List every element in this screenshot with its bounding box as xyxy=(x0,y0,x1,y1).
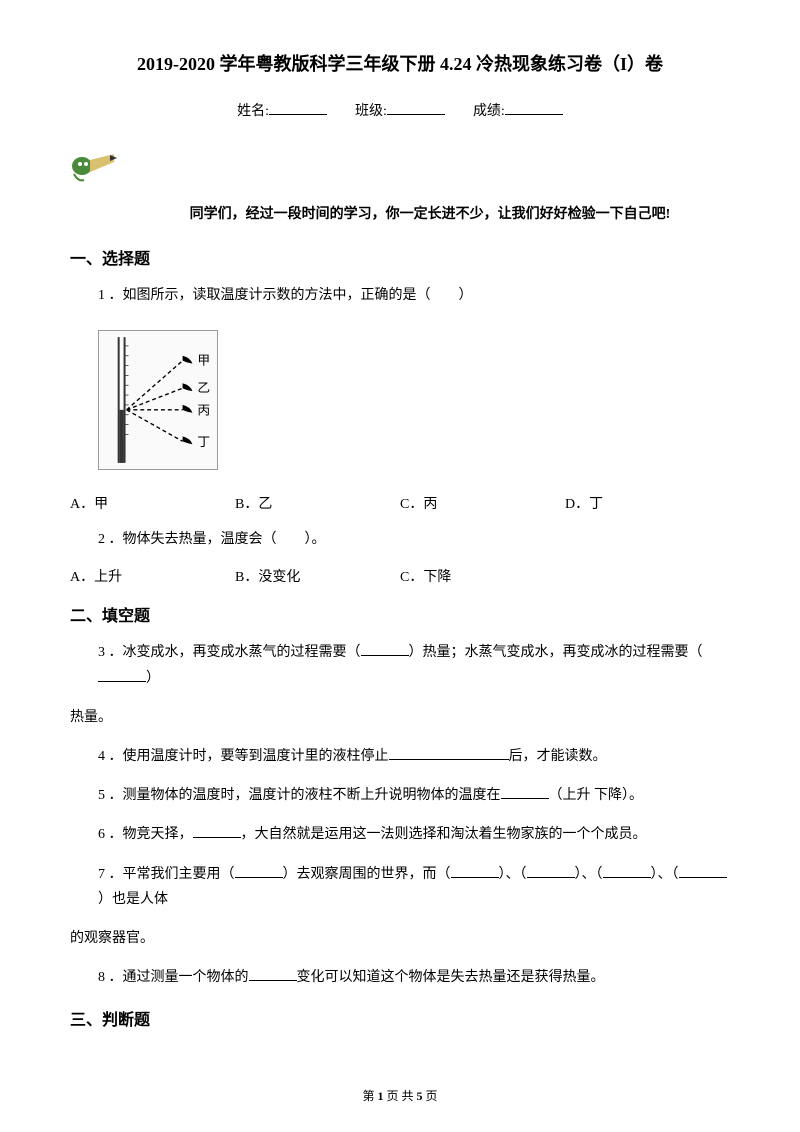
footer-mid: 页 共 xyxy=(383,1089,416,1103)
fig-label-b: 乙 xyxy=(197,381,210,395)
q1-options: A．甲 B．乙 C．丙 D．丁 xyxy=(70,493,730,513)
score-blank xyxy=(505,101,563,115)
q7-b4 xyxy=(603,864,651,878)
q7-b3 xyxy=(527,864,575,878)
q3-blank1 xyxy=(361,642,409,656)
q2-text: 2 ．物体失去热量，温度会（ ）。 xyxy=(98,527,730,552)
section-judge: 三、判断题 xyxy=(70,1006,730,1030)
q7-pre: 7 ．平常我们主要用（ xyxy=(98,867,235,882)
q7-b2 xyxy=(451,864,499,878)
pencil-icon xyxy=(70,138,730,203)
score-label: 成绩: xyxy=(473,104,505,119)
page-footer: 第 1 页 共 5 页 xyxy=(0,1087,800,1104)
q4-blank xyxy=(389,746,509,760)
q5-post: （上升 下降）。 xyxy=(549,788,644,803)
q6-blank xyxy=(193,824,241,838)
q2-opt-b: B．没变化 xyxy=(235,566,400,586)
footer-pre: 第 xyxy=(362,1089,377,1103)
class-label: 班级: xyxy=(355,104,387,119)
q2-options: A．上升 B．没变化 C．下降 xyxy=(70,566,730,586)
q3-mid1: ）热量；水蒸气变成水，再变成冰的过程需要（ xyxy=(409,645,703,660)
info-line: 姓名: 班级: 成绩: xyxy=(70,100,730,120)
q1-opt-a: A．甲 xyxy=(70,493,235,513)
q1-figure: 甲 乙 丙 丁 xyxy=(70,322,730,483)
q2-opt-a: A．上升 xyxy=(70,566,235,586)
q3-pre: 3 ．冰变成水，再变成水蒸气的过程需要（ xyxy=(98,645,361,660)
q7-tail: 的观察器官。 xyxy=(70,926,730,951)
q7-m2: ）、（ xyxy=(499,867,527,882)
q7-b5 xyxy=(679,864,727,878)
section-choice: 一、选择题 xyxy=(70,245,730,269)
q1-opt-c: C．丙 xyxy=(400,493,565,513)
fig-label-c: 丙 xyxy=(197,404,210,418)
q5-blank xyxy=(501,785,549,799)
q8: 8 ．通过测量一个物体的 变化可以知道这个物体是失去热量还是获得热量。 xyxy=(98,965,730,990)
name-blank xyxy=(269,101,327,115)
q2-opt-empty xyxy=(565,566,730,586)
q3-blank2 xyxy=(98,668,146,682)
q6-pre: 6 ．物竞天择， xyxy=(98,827,193,842)
page-title: 2019-2020 学年粤教版科学三年级下册 4.24 冷热现象练习卷（I）卷 xyxy=(70,50,730,76)
footer-post: 页 xyxy=(423,1089,438,1103)
q7-m1: ）去观察周围的世界，而（ xyxy=(283,867,451,882)
q3-mid2: ） xyxy=(146,671,160,686)
q6: 6 ．物竞天择， ，大自然就是运用这一法则选择和淘汰着生物家族的一个个成员。 xyxy=(98,822,730,847)
q4-post: 后，才能读数。 xyxy=(509,749,607,764)
section-fill: 二、填空题 xyxy=(70,602,730,626)
motto-text: 同学们，经过一段时间的学习，你一定长进不少，让我们好好检验一下自己吧! xyxy=(70,203,730,223)
q5: 5 ．测量物体的温度时，温度计的液柱不断上升说明物体的温度在 （上升 下降）。 xyxy=(98,783,730,808)
q7-b1 xyxy=(235,864,283,878)
fig-label-a: 甲 xyxy=(197,354,210,368)
q7: 7 ．平常我们主要用（ ）去观察周围的世界，而（ ）、（ ）、（ ）、（ ）也是人体 xyxy=(98,862,730,912)
q7-m4: ）、（ xyxy=(651,867,679,882)
q5-pre: 5 ．测量物体的温度时，温度计的液柱不断上升说明物体的温度在 xyxy=(98,788,501,803)
q6-post: ，大自然就是运用这一法则选择和淘汰着生物家族的一个个成员。 xyxy=(241,827,647,842)
q1-opt-b: B．乙 xyxy=(235,493,400,513)
q1-opt-d: D．丁 xyxy=(565,493,730,513)
q7-m5: ）也是人体 xyxy=(98,892,168,907)
name-label: 姓名: xyxy=(237,104,269,119)
q4-pre: 4 ．使用温度计时，要等到温度计里的液柱停止 xyxy=(98,749,389,764)
q2-opt-c: C．下降 xyxy=(400,566,565,586)
q7-m3: ）、（ xyxy=(575,867,603,882)
class-blank xyxy=(387,101,445,115)
q8-post: 变化可以知道这个物体是失去热量还是获得热量。 xyxy=(297,970,605,985)
q8-pre: 8 ．通过测量一个物体的 xyxy=(98,970,249,985)
q1-text: 1 ．如图所示，读取温度计示数的方法中，正确的是（ ） xyxy=(98,283,730,308)
q3-tail: 热量。 xyxy=(70,705,730,730)
q4: 4 ．使用温度计时，要等到温度计里的液柱停止 后，才能读数。 xyxy=(98,744,730,769)
q8-blank xyxy=(249,967,297,981)
fig-label-d: 丁 xyxy=(197,435,210,449)
q3: 3 ．冰变成水，再变成水蒸气的过程需要（ ）热量；水蒸气变成水，再变成冰的过程需要… xyxy=(98,640,730,690)
